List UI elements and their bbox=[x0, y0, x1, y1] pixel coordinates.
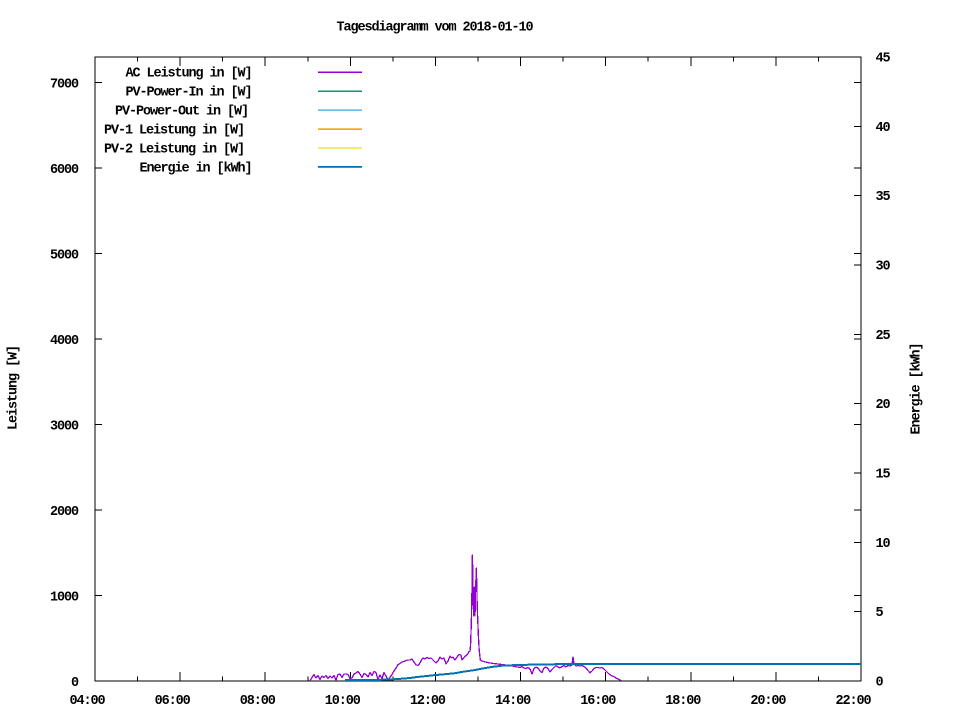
svg-text:0: 0 bbox=[876, 676, 884, 691]
svg-text:12:00: 12:00 bbox=[410, 694, 446, 709]
svg-text:Tagesdiagramm vom 2018-01-10: Tagesdiagramm vom 2018-01-10 bbox=[336, 21, 533, 36]
svg-text:Leistung [W]: Leistung [W] bbox=[7, 346, 22, 430]
svg-text:45: 45 bbox=[876, 52, 891, 67]
svg-text:AC Leistung in [W]: AC Leistung in [W] bbox=[125, 67, 251, 82]
svg-text:5000: 5000 bbox=[50, 248, 79, 263]
svg-text:10:00: 10:00 bbox=[325, 694, 361, 709]
svg-text:7000: 7000 bbox=[50, 77, 79, 92]
svg-text:0: 0 bbox=[71, 676, 79, 691]
svg-text:4000: 4000 bbox=[50, 334, 79, 349]
svg-text:Energie in [kWh]: Energie in [kWh] bbox=[139, 161, 251, 176]
svg-text:06:00: 06:00 bbox=[155, 694, 191, 709]
svg-text:25: 25 bbox=[876, 329, 891, 344]
svg-text:04:00: 04:00 bbox=[69, 694, 105, 709]
svg-text:2000: 2000 bbox=[50, 505, 79, 520]
svg-text:6000: 6000 bbox=[50, 163, 79, 178]
svg-text:18:00: 18:00 bbox=[665, 694, 701, 709]
svg-text:10: 10 bbox=[876, 537, 891, 552]
svg-text:14:00: 14:00 bbox=[495, 694, 531, 709]
svg-text:PV-1 Leistung in [W]: PV-1 Leistung in [W] bbox=[104, 124, 244, 139]
svg-text:16:00: 16:00 bbox=[580, 694, 616, 709]
svg-text:PV-Power-In in [W]: PV-Power-In in [W] bbox=[125, 86, 251, 101]
svg-text:30: 30 bbox=[876, 260, 891, 275]
svg-text:15: 15 bbox=[876, 468, 891, 483]
svg-text:PV-Power-Out in [W]: PV-Power-Out in [W] bbox=[115, 105, 248, 120]
svg-text:3000: 3000 bbox=[50, 419, 79, 434]
svg-text:22:00: 22:00 bbox=[835, 694, 871, 709]
svg-text:PV-2 Leistung in [W]: PV-2 Leistung in [W] bbox=[104, 143, 244, 158]
svg-text:35: 35 bbox=[876, 190, 891, 205]
svg-text:20: 20 bbox=[876, 398, 891, 413]
svg-text:08:00: 08:00 bbox=[240, 694, 276, 709]
svg-text:1000: 1000 bbox=[50, 590, 79, 605]
svg-text:Energie [kWh]: Energie [kWh] bbox=[910, 343, 925, 434]
svg-text:40: 40 bbox=[876, 121, 891, 136]
svg-text:5: 5 bbox=[876, 606, 884, 621]
svg-text:20:00: 20:00 bbox=[750, 694, 786, 709]
